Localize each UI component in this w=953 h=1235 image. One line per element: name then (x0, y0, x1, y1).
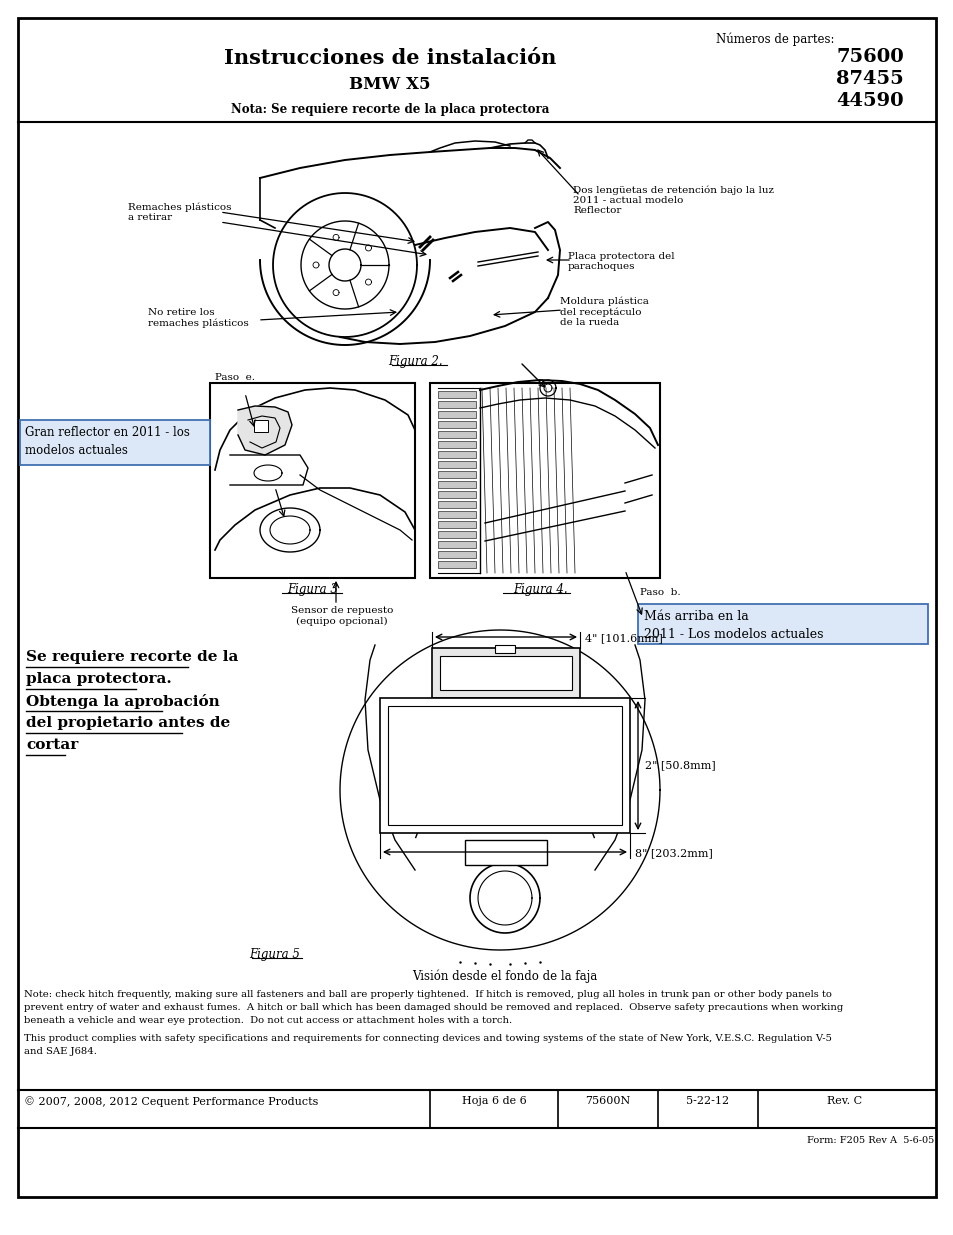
Bar (464, 840, 546, 864)
Text: placa protectora.: placa protectora. (26, 672, 172, 685)
Bar (437, 401, 476, 408)
Bar (388, 706, 621, 825)
Text: Paso  b.: Paso b. (639, 588, 679, 597)
Text: Figura 4.: Figura 4. (512, 583, 567, 597)
Bar (437, 411, 476, 417)
Text: Remaches plásticos
a retirar: Remaches plásticos a retirar (128, 203, 232, 222)
Bar (432, 648, 579, 698)
Text: Se requiere recorte de la: Se requiere recorte de la (26, 650, 238, 664)
Bar (437, 391, 476, 398)
Text: 75600N: 75600N (585, 1095, 630, 1107)
Bar (437, 521, 476, 529)
Text: Note: check hitch frequently, making sure all fasteners and ball are properly ti: Note: check hitch frequently, making sur… (24, 990, 831, 999)
Text: 4" [101.6mm]: 4" [101.6mm] (584, 634, 662, 643)
Bar (437, 441, 476, 448)
Text: prevent entry of water and exhaust fumes.  A hitch or ball which has been damage: prevent entry of water and exhaust fumes… (24, 1003, 842, 1011)
Bar (437, 421, 476, 429)
Polygon shape (237, 406, 292, 454)
Bar (495, 645, 515, 653)
Text: Más arriba en la
2011 - Los modelos actuales: Más arriba en la 2011 - Los modelos actu… (643, 610, 822, 641)
Text: Hoja 6 de 6: Hoja 6 de 6 (461, 1095, 526, 1107)
Text: del propietario antes de: del propietario antes de (26, 716, 230, 730)
Text: Instrucciones de instalación: Instrucciones de instalación (224, 48, 556, 68)
Text: and SAE J684.: and SAE J684. (24, 1047, 97, 1056)
Bar (437, 431, 476, 438)
Text: BMW X5: BMW X5 (349, 77, 431, 93)
Text: Obtenga la aprobación: Obtenga la aprobación (26, 694, 219, 709)
Text: 2" [50.8mm]: 2" [50.8mm] (644, 760, 715, 769)
Bar (395, 713, 615, 818)
Text: Placa protectora del
parachoques: Placa protectora del parachoques (567, 252, 674, 272)
Bar (437, 501, 476, 508)
Text: 75600: 75600 (835, 48, 902, 65)
Text: Visión desde el fondo de la faja: Visión desde el fondo de la faja (412, 969, 597, 983)
Bar (253, 420, 268, 432)
Text: 8" [203.2mm]: 8" [203.2mm] (635, 848, 712, 858)
Text: cortar: cortar (26, 739, 78, 752)
Bar (437, 471, 476, 478)
Bar (437, 492, 476, 498)
Text: Figura 5: Figura 5 (250, 948, 300, 961)
Bar (210, 383, 415, 578)
Text: Moldura plástica
del receptáculo
de la rueda: Moldura plástica del receptáculo de la r… (559, 296, 648, 327)
Bar (437, 561, 476, 568)
Text: Dos lengüetas de retención bajo la luz
2011 - actual modelo
Reflector: Dos lengüetas de retención bajo la luz 2… (573, 185, 773, 215)
Text: 44590: 44590 (836, 91, 902, 110)
Text: Gran reflector en 2011 - los
modelos actuales: Gran reflector en 2011 - los modelos act… (25, 426, 190, 457)
Text: Paso  e.: Paso e. (214, 373, 254, 382)
Text: Números de partes:: Números de partes: (716, 32, 834, 46)
Bar (437, 480, 476, 488)
Text: © 2007, 2008, 2012 Cequent Performance Products: © 2007, 2008, 2012 Cequent Performance P… (24, 1095, 318, 1107)
Bar (437, 461, 476, 468)
Text: beneath a vehicle and wear eye protection.  Do not cut access or attachment hole: beneath a vehicle and wear eye protectio… (24, 1016, 512, 1025)
Bar (437, 551, 476, 558)
Bar (439, 656, 572, 690)
Text: 5-22-12: 5-22-12 (686, 1095, 729, 1107)
Text: No retire los
remaches plásticos: No retire los remaches plásticos (148, 308, 249, 329)
Text: Figura 2.: Figura 2. (387, 354, 442, 368)
Text: Rev. C: Rev. C (826, 1095, 862, 1107)
Text: Form: F205 Rev A  5-6-05: Form: F205 Rev A 5-6-05 (806, 1136, 933, 1145)
Polygon shape (230, 454, 308, 485)
Bar (437, 541, 476, 548)
Text: Figura 3: Figura 3 (287, 583, 337, 597)
Bar (379, 698, 629, 832)
Text: 87455: 87455 (835, 70, 902, 88)
Bar (437, 531, 476, 538)
Bar (20, 420, 210, 466)
Bar (437, 511, 476, 517)
Bar (430, 383, 659, 578)
Text: This product complies with safety specifications and requirements for connecting: This product complies with safety specif… (24, 1034, 831, 1044)
Text: Sensor de repuesto
(equipo opcional): Sensor de repuesto (equipo opcional) (291, 606, 393, 626)
Bar (437, 451, 476, 458)
Text: Nota: Se requiere recorte de la placa protectora: Nota: Se requiere recorte de la placa pr… (231, 103, 549, 116)
Bar (638, 604, 927, 643)
